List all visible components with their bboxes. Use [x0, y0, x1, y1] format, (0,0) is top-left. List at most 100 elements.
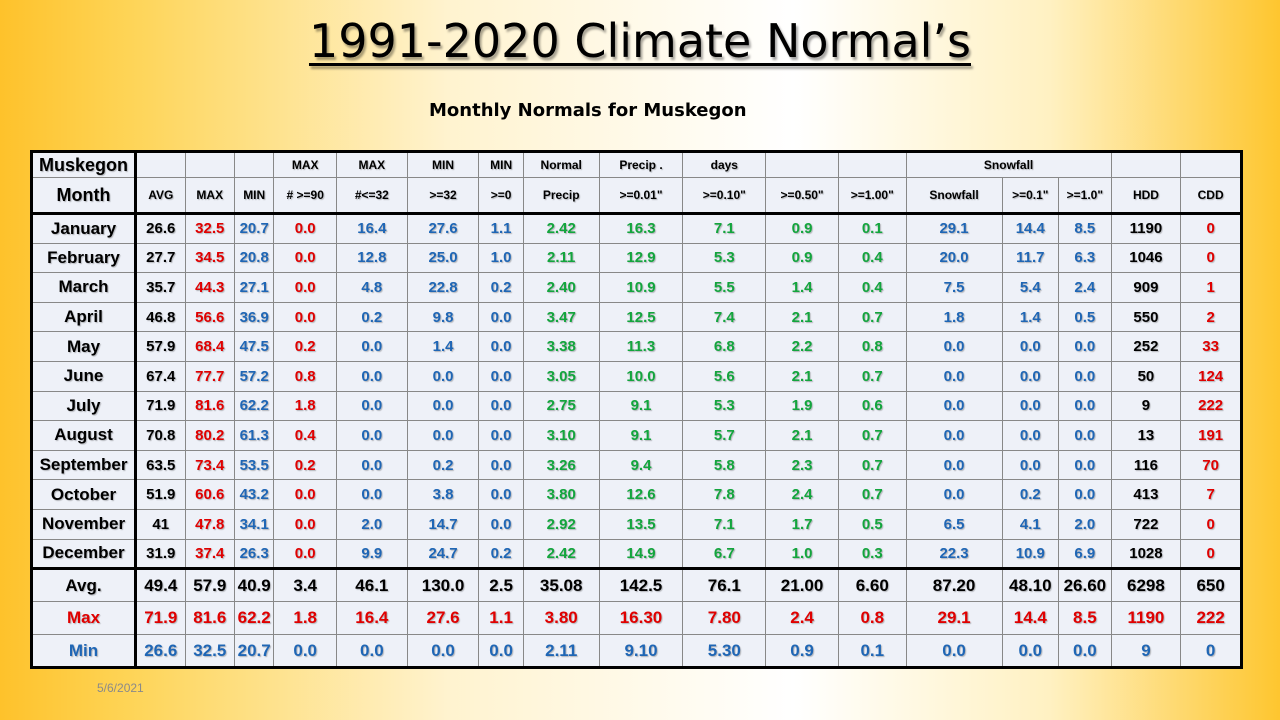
- header-cell: MAX: [273, 151, 337, 178]
- header-row-2: Month AVG MAX MIN # >=90 #<=32 >=32 >=0 Precip >=…: [30, 177, 1242, 215]
- table-row: November 41 47.8 34.1 0.0 2.0 14.7 0.0 2.92 13.5 7…: [30, 508, 1242, 540]
- min-cell: 53.5: [233, 449, 275, 481]
- precip-ge010-cell: 5.6: [682, 360, 767, 392]
- header-cell: >=32: [406, 177, 480, 215]
- header-cell: Snowfall: [905, 151, 1112, 178]
- snow-ge01-cell: 0.0: [1001, 449, 1060, 481]
- precip-ge050-cell: 0.9: [765, 242, 839, 274]
- days-min-le0-cell: 0.0: [478, 508, 524, 540]
- max-cell: 60.6: [184, 479, 236, 510]
- avg-summary-cell: 26.6: [135, 634, 186, 669]
- normal-precip-cell: 2.40: [522, 272, 600, 303]
- precip-ge010-cell: 5.3: [682, 242, 767, 274]
- min-cell: 62.2: [233, 390, 275, 422]
- days-max-ge90-cell: 1.8: [273, 390, 337, 422]
- min-cell: 47.5: [233, 331, 275, 362]
- precip-ge001-cell: 9.1: [598, 390, 684, 422]
- snowfall-summary-cell: 0.0: [905, 634, 1003, 669]
- header-cell: [1110, 151, 1182, 178]
- days-min-le32-cell: 25.0: [406, 242, 480, 274]
- precip-ge050-summary-cell: 21.00: [765, 567, 839, 603]
- days-max-ge90-cell: 0.4: [273, 420, 337, 451]
- hdd-cell: 909: [1110, 272, 1182, 303]
- summary-row: Max 71.9 81.6 62.2 1.8 16.4 27.6 1.1 3.80 16.30 7.…: [30, 601, 1242, 636]
- precip-ge001-cell: 10.0: [598, 360, 684, 392]
- days-max-ge90-cell: 0.0: [273, 213, 337, 244]
- days-max-le32-summary-cell: 0.0: [336, 634, 408, 669]
- days-min-le32-cell: 0.0: [406, 390, 480, 422]
- normal-precip-cell: 3.26: [522, 449, 600, 481]
- precip-ge100-cell: 0.7: [837, 479, 907, 510]
- header-cell: [1180, 151, 1242, 178]
- days-min-le32-cell: 0.2: [406, 449, 480, 481]
- month-label: September: [30, 449, 138, 481]
- cdd-cell: 7: [1180, 479, 1242, 510]
- days-max-le32-cell: 12.8: [336, 242, 408, 274]
- avg-cell: 71.9: [135, 390, 186, 422]
- avg-cell: 46.8: [135, 301, 186, 333]
- snow-ge10-summary-cell: 0.0: [1058, 634, 1112, 669]
- days-min-le32-summary-cell: 130.0: [406, 567, 480, 603]
- snowfall-cell: 0.0: [905, 479, 1003, 510]
- days-max-le32-cell: 0.0: [336, 479, 408, 510]
- precip-ge001-cell: 10.9: [598, 272, 684, 303]
- snow-ge01-cell: 0.0: [1001, 390, 1060, 422]
- header-cell: >=1.0": [1058, 177, 1112, 215]
- precip-ge100-summary-cell: 6.60: [837, 567, 907, 603]
- snow-ge01-cell: 0.0: [1001, 420, 1060, 451]
- precip-ge010-cell: 7.8: [682, 479, 767, 510]
- days-max-ge90-summary-cell: 1.8: [273, 601, 337, 636]
- snow-ge10-cell: 0.0: [1058, 390, 1112, 422]
- header-cell: MIN: [478, 151, 524, 178]
- hdd-summary-cell: 9: [1110, 634, 1182, 669]
- avg-cell: 41: [135, 508, 186, 540]
- cdd-cell: 2: [1180, 301, 1242, 333]
- header-cell: MIN: [406, 151, 480, 178]
- snow-ge01-cell: 10.9: [1001, 538, 1060, 570]
- days-max-le32-cell: 0.0: [336, 360, 408, 392]
- normal-precip-cell: 3.10: [522, 420, 600, 451]
- days-min-le32-cell: 9.8: [406, 301, 480, 333]
- days-max-le32-cell: 4.8: [336, 272, 408, 303]
- summary-row: Min 26.6 32.5 20.7 0.0 0.0 0.0 0.0 2.11 9.10 5.30 0…: [30, 634, 1242, 669]
- normal-precip-cell: 3.47: [522, 301, 600, 333]
- snow-ge10-summary-cell: 8.5: [1058, 601, 1112, 636]
- month-label: June: [30, 360, 138, 392]
- header-cell: [837, 151, 907, 178]
- days-max-ge90-cell: 0.0: [273, 538, 337, 570]
- header-cell: Snowfall: [905, 177, 1003, 215]
- days-max-le32-cell: 0.0: [336, 420, 408, 451]
- days-min-le0-cell: 1.1: [478, 213, 524, 244]
- avg-cell: 57.9: [135, 331, 186, 362]
- header-cell: Month: [30, 177, 138, 215]
- precip-ge050-summary-cell: 2.4: [765, 601, 839, 636]
- precip-ge050-cell: 2.1: [765, 360, 839, 392]
- max-cell: 77.7: [184, 360, 236, 392]
- days-max-le32-cell: 0.0: [336, 449, 408, 481]
- table-row: June 67.4 77.7 57.2 0.8 0.0 0.0 0.0 3.05 10.0 5.6 2…: [30, 360, 1242, 392]
- cdd-cell: 1: [1180, 272, 1242, 303]
- max-cell: 80.2: [184, 420, 236, 451]
- header-cell: >=0.1": [1001, 177, 1060, 215]
- days-max-ge90-cell: 0.0: [273, 242, 337, 274]
- month-label: January: [30, 213, 138, 244]
- snow-ge01-summary-cell: 14.4: [1001, 601, 1060, 636]
- days-min-le0-cell: 0.2: [478, 272, 524, 303]
- precip-ge001-cell: 12.9: [598, 242, 684, 274]
- precip-ge010-cell: 6.8: [682, 331, 767, 362]
- snow-ge10-cell: 0.0: [1058, 479, 1112, 510]
- min-cell: 20.7: [233, 213, 275, 244]
- snow-ge10-cell: 6.3: [1058, 242, 1112, 274]
- header-cell: >=0.10": [682, 177, 767, 215]
- days-min-le32-cell: 14.7: [406, 508, 480, 540]
- precip-ge010-cell: 7.1: [682, 508, 767, 540]
- snow-ge10-cell: 8.5: [1058, 213, 1112, 244]
- normal-precip-cell: 2.42: [522, 213, 600, 244]
- days-min-le32-cell: 24.7: [406, 538, 480, 570]
- hdd-cell: 413: [1110, 479, 1182, 510]
- normal-precip-cell: 2.42: [522, 538, 600, 570]
- snow-ge01-cell: 0.0: [1001, 360, 1060, 392]
- precip-ge050-cell: 2.1: [765, 420, 839, 451]
- cdd-cell: 222: [1180, 390, 1242, 422]
- precip-ge001-cell: 14.9: [598, 538, 684, 570]
